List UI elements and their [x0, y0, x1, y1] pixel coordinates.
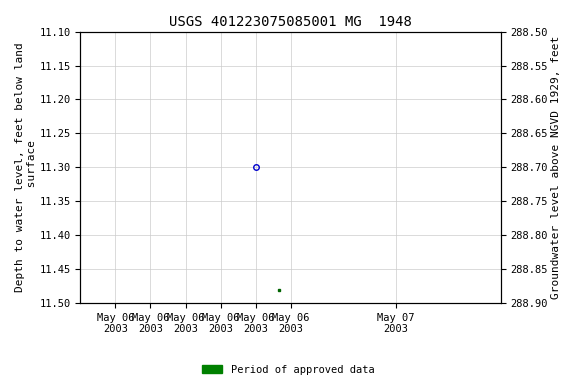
Y-axis label: Depth to water level, feet below land
 surface: Depth to water level, feet below land su… [15, 43, 37, 292]
Title: USGS 401223075085001 MG  1948: USGS 401223075085001 MG 1948 [169, 15, 412, 29]
Legend: Period of approved data: Period of approved data [198, 361, 378, 379]
Y-axis label: Groundwater level above NGVD 1929, feet: Groundwater level above NGVD 1929, feet [551, 36, 561, 299]
